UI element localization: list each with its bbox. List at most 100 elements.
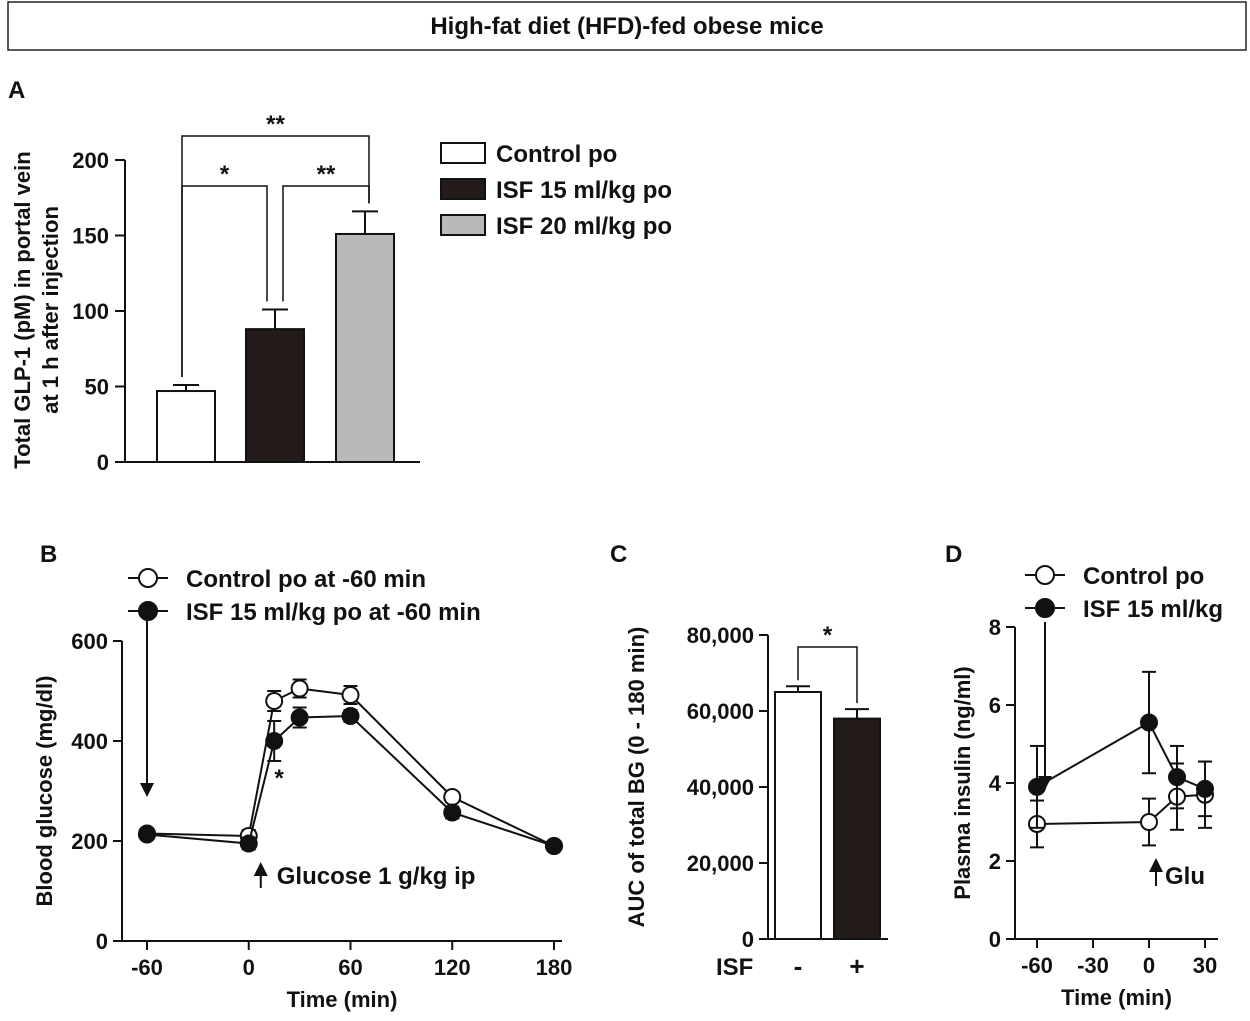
y-tick-label: 0 [742, 927, 754, 952]
series-1-point [443, 803, 462, 822]
y-tick-label: 2 [989, 849, 1001, 874]
bar-2 [335, 232, 395, 463]
legend-label-0: Control po at -60 min [186, 566, 426, 593]
y-tick-label: 200 [71, 829, 108, 854]
y-axis-label-group: Plasma insulin (ng/ml) [950, 666, 975, 899]
bar-1 [245, 328, 305, 463]
significance-label-1: ** [317, 161, 336, 188]
x-tick-label: 30 [1193, 953, 1217, 978]
x-tick-label: -30 [1077, 953, 1109, 978]
legend-label-1: ISF 15 ml/kg po at -60 min [186, 599, 481, 626]
x-tick-label: 0 [243, 955, 255, 980]
y-axis-label-line-2: at 1 h after injection [38, 206, 63, 414]
bar-0 [156, 390, 216, 463]
series-line-0 [1036, 793, 1206, 825]
y-axis-label: Blood glucose (mg/dl) [32, 676, 57, 907]
legend-swatch-0 [440, 142, 486, 164]
category-label-1: + [849, 951, 864, 981]
significance-label-2: ** [266, 111, 285, 138]
y-tick-label: 400 [71, 729, 108, 754]
x-axis-label: Time (min) [287, 987, 398, 1012]
series-1-point [239, 834, 258, 853]
series-0-point [290, 679, 309, 698]
significance-bracket [797, 646, 858, 704]
series-0-point [1140, 813, 1158, 831]
x-tick-label: 60 [338, 955, 362, 980]
glucose-arrow-head [253, 862, 268, 876]
panel-d-chart: 0 2 4 6 8 -60 -30 0 30 Time (min) Plasma insulin (… [950, 563, 1223, 1010]
bar-0 [774, 691, 822, 940]
series-0-point [443, 788, 462, 806]
series-0-point [341, 686, 360, 704]
panel-label-d: D [945, 541, 962, 568]
series-line-1 [146, 714, 555, 847]
y-axis-label: Total GLP-1 (pM) in portal vein at 1 h af… [10, 151, 63, 468]
y-tick-label: 40,000 [687, 775, 754, 800]
glu-arrow-head [1149, 858, 1163, 872]
series-1-point [1168, 768, 1186, 787]
legend-label-1: ISF 15 ml/kg po [496, 177, 672, 204]
bar-1 [833, 717, 881, 940]
dosing-arrow-head [140, 783, 154, 797]
series-1-point [265, 732, 284, 750]
series-0-point [265, 692, 284, 710]
y-axis-label: AUC of total BG (0 - 180 min) [624, 627, 649, 928]
legend-marker-0 [1035, 565, 1055, 585]
x-tick-label: 180 [536, 955, 573, 980]
x-tick-label: 0 [1143, 953, 1155, 978]
series-line-1 [1036, 721, 1206, 790]
y-tick-label: 4 [989, 771, 1002, 796]
legend-marker-0 [138, 568, 158, 588]
y-tick-label: 0 [97, 450, 109, 475]
y-tick-label: 6 [989, 693, 1001, 718]
y-tick-label: 80,000 [687, 623, 754, 648]
panel-label-c: C [610, 541, 627, 568]
series-1-point [545, 837, 563, 855]
significance-bracket-2 [181, 135, 370, 377]
x-axis-label: Time (min) [1061, 985, 1172, 1010]
y-tick-label: 100 [72, 299, 109, 324]
y-tick-label: 150 [72, 224, 109, 249]
significance-label-0: * [220, 161, 230, 188]
significance-asterisk: * [275, 765, 285, 792]
y-tick-label: 20,000 [687, 851, 754, 876]
legend-swatch-1 [440, 178, 486, 200]
legend-label-0: Control po [496, 141, 617, 168]
glucose-annotation: Glucose 1 g/kg ip [277, 863, 476, 890]
significance-label: * [823, 622, 833, 649]
banner-box [7, 1, 1247, 51]
series-1-point [290, 708, 309, 727]
series-1-point [341, 707, 360, 725]
legend-label-2: ISF 20 ml/kg po [496, 213, 672, 240]
y-axis-label-group: Blood glucose (mg/dl) [32, 676, 57, 907]
x-tick-label: -60 [1021, 953, 1053, 978]
y-tick-label: 200 [72, 148, 109, 173]
y-axis-label-line-1: Total GLP-1 (pM) in portal vein [10, 151, 35, 468]
legend-label-0: Control po [1083, 563, 1204, 590]
y-axis-label-group: AUC of total BG (0 - 180 min) [624, 627, 649, 928]
x-axis-label: ISF [716, 954, 753, 981]
y-tick-label: 50 [85, 375, 109, 400]
panel-b-chart: 0 200 400 600 -60 0 60 120 180 Time (min) Blood gl… [32, 566, 572, 1012]
panel-a-chart: 0 50 100 150 200 Total GLP-1 (pM) in portal v… [10, 111, 672, 475]
legend-label-1: ISF 15 ml/kg [1083, 596, 1223, 623]
panel-label-a: A [8, 77, 25, 104]
legend-marker-1 [1035, 598, 1055, 618]
panel-c-chart: 0 20,000 40,000 60,000 80,000 AUC of total BG… [624, 622, 888, 981]
glu-annotation: Glu [1165, 863, 1205, 890]
series-1-point [138, 825, 156, 844]
dosing-arrow-head [1038, 776, 1052, 790]
series-1-point [1196, 779, 1214, 798]
banner-title: High-fat diet (HFD)-fed obese mice [430, 13, 823, 40]
panel-label-b: B [40, 541, 57, 568]
y-tick-label: 600 [71, 629, 108, 654]
category-label-0: - [794, 951, 803, 981]
legend-swatch-2 [440, 214, 486, 236]
y-axis-label: Plasma insulin (ng/ml) [950, 666, 975, 899]
series-1-point [1140, 713, 1158, 732]
y-tick-label: 0 [96, 929, 108, 954]
y-tick-label: 0 [989, 927, 1001, 952]
x-tick-label: -60 [131, 955, 163, 980]
x-tick-label: 120 [434, 955, 471, 980]
